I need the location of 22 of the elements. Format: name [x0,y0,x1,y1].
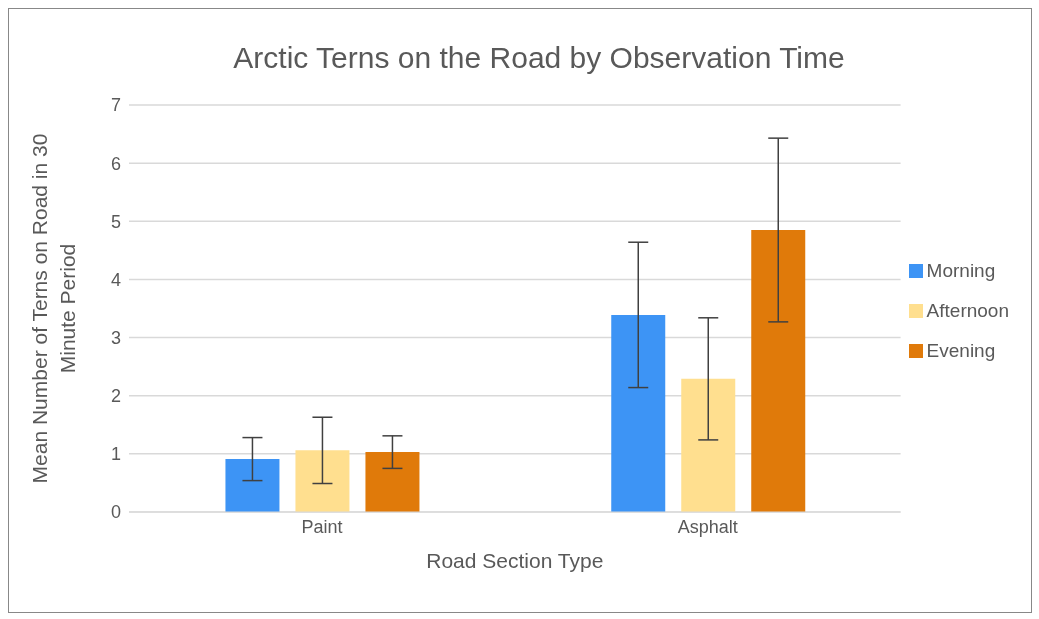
y-tick-label: 1 [110,444,121,465]
legend-label: Afternoon [926,299,1009,321]
y-tick-label: 5 [110,211,121,232]
bar [611,314,666,512]
y-tick-label: 6 [110,153,121,174]
bar [365,452,420,512]
chart-title: Arctic Terns on the Road by Observation Time [232,41,846,75]
y-tick-label: 7 [110,95,121,116]
x-tick-label: Paint [301,516,343,537]
bar [681,378,736,512]
y-axis-title: Mean Number of Terns on Road in 30 Minute Period [28,133,79,484]
y-tick-label: 4 [110,269,121,290]
legend-label: Evening [926,339,996,361]
bar [751,230,806,512]
y-tick-label: 0 [110,502,121,523]
x-axis-title: Road Section Type [426,549,604,572]
bar [225,459,280,512]
y-tick-label: 2 [110,386,121,407]
y-tick-label: 3 [110,327,121,348]
x-tick-label: Asphalt [677,516,738,537]
bar [295,450,350,512]
legend-label: Morning [926,259,996,281]
